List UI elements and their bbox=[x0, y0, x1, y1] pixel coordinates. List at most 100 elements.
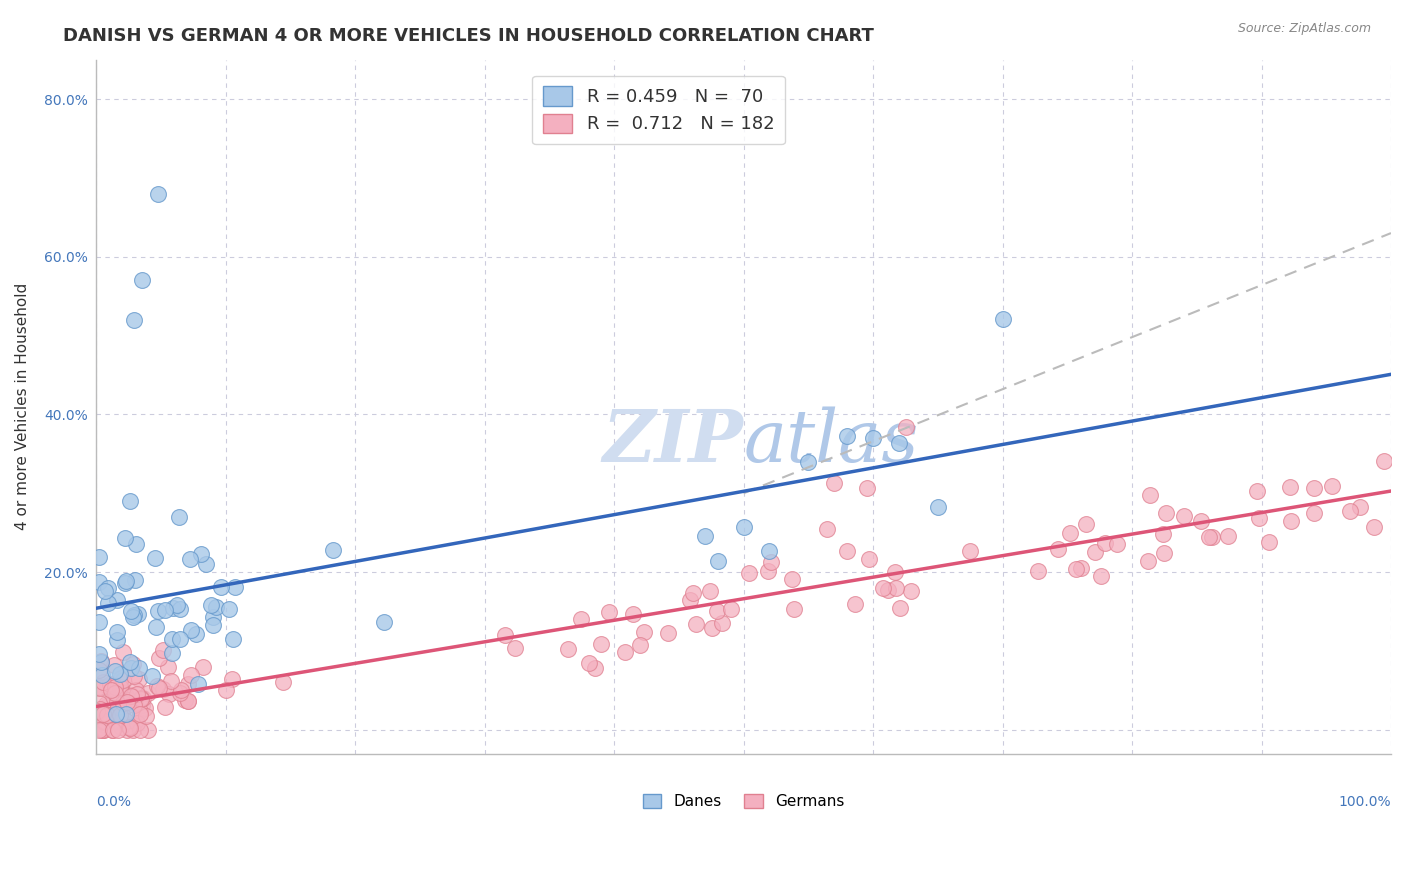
Germans bbox=[124, 696, 146, 710]
Germans bbox=[1046, 542, 1069, 557]
Y-axis label: 4 or more Vehicles in Household: 4 or more Vehicles in Household bbox=[15, 283, 30, 530]
Germans bbox=[1191, 514, 1213, 528]
Germans bbox=[93, 715, 115, 730]
Danes bbox=[187, 677, 209, 691]
Danes bbox=[202, 618, 225, 632]
Germans bbox=[886, 581, 908, 595]
Germans bbox=[1153, 545, 1175, 559]
Danes bbox=[169, 602, 191, 616]
Germans bbox=[118, 720, 141, 734]
Danes bbox=[115, 707, 138, 722]
Germans bbox=[844, 597, 866, 611]
Germans bbox=[706, 604, 728, 618]
Danes bbox=[87, 615, 110, 629]
Danes bbox=[97, 581, 120, 595]
Germans bbox=[837, 544, 859, 558]
Germans bbox=[1064, 562, 1087, 576]
Danes bbox=[124, 313, 146, 327]
Danes bbox=[145, 620, 167, 634]
Germans bbox=[157, 660, 180, 674]
Germans bbox=[569, 612, 592, 626]
Danes bbox=[105, 632, 128, 647]
Germans bbox=[759, 555, 782, 569]
Germans bbox=[94, 708, 117, 723]
Danes bbox=[120, 661, 142, 675]
Germans bbox=[91, 674, 114, 689]
Danes bbox=[114, 531, 136, 545]
Danes bbox=[693, 529, 716, 543]
Germans bbox=[221, 672, 243, 686]
Germans bbox=[120, 689, 142, 703]
Germans bbox=[96, 699, 118, 714]
Germans bbox=[105, 714, 128, 728]
Germans bbox=[152, 642, 174, 657]
Danes bbox=[169, 632, 191, 646]
Danes bbox=[89, 575, 111, 590]
Germans bbox=[110, 671, 132, 685]
Germans bbox=[884, 565, 907, 579]
Danes bbox=[90, 668, 112, 682]
Germans bbox=[94, 718, 117, 732]
Germans bbox=[1279, 480, 1302, 494]
Germans bbox=[148, 651, 170, 665]
Germans bbox=[114, 689, 136, 703]
Danes bbox=[110, 667, 132, 681]
Germans bbox=[94, 697, 117, 711]
Danes bbox=[127, 607, 149, 622]
Danes bbox=[148, 186, 170, 201]
Germans bbox=[628, 638, 651, 652]
Germans bbox=[110, 684, 132, 698]
Danes bbox=[118, 493, 141, 508]
Germans bbox=[1070, 560, 1092, 574]
Germans bbox=[896, 419, 918, 434]
Danes bbox=[190, 548, 212, 562]
Germans bbox=[125, 682, 148, 697]
Germans bbox=[96, 679, 118, 693]
Danes bbox=[218, 602, 240, 616]
Danes bbox=[991, 311, 1014, 326]
Germans bbox=[1152, 526, 1174, 541]
Germans bbox=[104, 714, 127, 728]
Germans bbox=[1201, 530, 1223, 544]
Danes bbox=[758, 544, 780, 558]
Germans bbox=[858, 551, 880, 566]
Germans bbox=[98, 677, 121, 691]
Danes bbox=[201, 610, 224, 624]
Germans bbox=[177, 694, 200, 708]
Danes bbox=[167, 510, 190, 524]
Danes bbox=[204, 600, 226, 615]
Germans bbox=[101, 692, 124, 706]
Germans bbox=[110, 720, 132, 734]
Danes bbox=[93, 584, 115, 599]
Germans bbox=[682, 586, 704, 600]
Germans bbox=[89, 723, 111, 737]
Germans bbox=[180, 667, 202, 681]
Danes bbox=[124, 573, 146, 587]
Germans bbox=[100, 682, 122, 697]
Danes bbox=[862, 431, 884, 445]
Danes bbox=[195, 557, 218, 571]
Germans bbox=[107, 723, 129, 737]
Germans bbox=[1059, 526, 1081, 541]
Germans bbox=[1105, 537, 1128, 551]
Germans bbox=[1136, 554, 1159, 568]
Germans bbox=[1084, 545, 1107, 559]
Germans bbox=[1258, 535, 1281, 549]
Germans bbox=[125, 714, 148, 728]
Germans bbox=[129, 691, 152, 706]
Germans bbox=[170, 683, 193, 698]
Germans bbox=[685, 617, 707, 632]
Danes bbox=[837, 429, 859, 443]
Text: Source: ZipAtlas.com: Source: ZipAtlas.com bbox=[1237, 22, 1371, 36]
Germans bbox=[1362, 520, 1385, 534]
Danes bbox=[162, 632, 184, 646]
Germans bbox=[105, 689, 128, 703]
Danes bbox=[221, 632, 243, 646]
Danes bbox=[209, 580, 232, 594]
Germans bbox=[86, 704, 108, 718]
Danes bbox=[128, 661, 150, 675]
Germans bbox=[583, 661, 606, 675]
Germans bbox=[856, 481, 879, 495]
Germans bbox=[756, 565, 779, 579]
Danes bbox=[224, 580, 246, 594]
